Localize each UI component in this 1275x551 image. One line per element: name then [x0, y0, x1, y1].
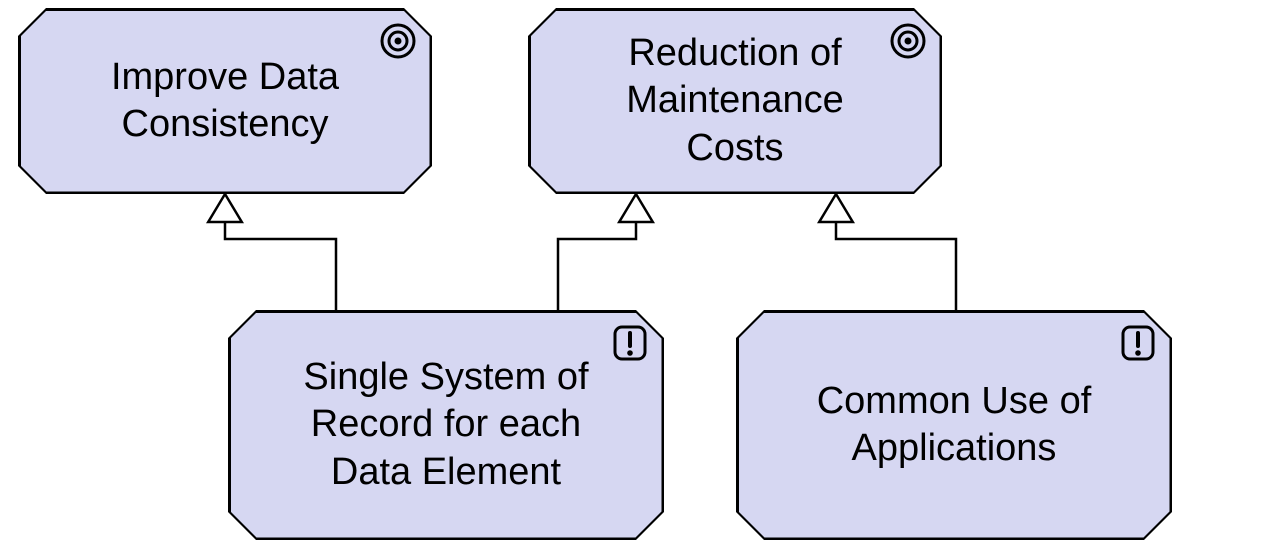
node-label: Reduction ofMaintenanceCosts	[626, 30, 844, 173]
requirement-icon	[1118, 323, 1158, 376]
node-body: Common Use ofApplications	[739, 313, 1170, 538]
node-improve_data: Improve DataConsistency	[18, 8, 432, 194]
node-body: Reduction ofMaintenanceCosts	[531, 11, 940, 192]
requirement-icon	[610, 323, 650, 376]
node-body: Improve DataConsistency	[21, 11, 430, 192]
edge-single_system-to-reduce_maint	[558, 194, 636, 310]
arrowhead-icon	[819, 194, 853, 222]
node-reduce_maint: Reduction ofMaintenanceCosts	[528, 8, 942, 194]
arrowhead-icon	[208, 194, 242, 222]
target-icon	[888, 21, 928, 74]
arrowhead-icon	[619, 194, 653, 222]
edge-common_use-to-reduce_maint	[836, 194, 956, 310]
node-common_use: Common Use ofApplications	[736, 310, 1172, 540]
node-label: Common Use ofApplications	[817, 378, 1092, 473]
node-single_system: Single System ofRecord for eachData Elem…	[228, 310, 664, 540]
node-body: Single System ofRecord for eachData Elem…	[231, 313, 662, 538]
diagram-canvas: Improve DataConsistency Reduction ofMaint…	[0, 0, 1275, 551]
node-label: Improve DataConsistency	[111, 54, 339, 149]
target-icon	[378, 21, 418, 74]
edge-single_system-to-improve_data	[225, 194, 336, 310]
node-label: Single System ofRecord for eachData Elem…	[303, 354, 588, 497]
